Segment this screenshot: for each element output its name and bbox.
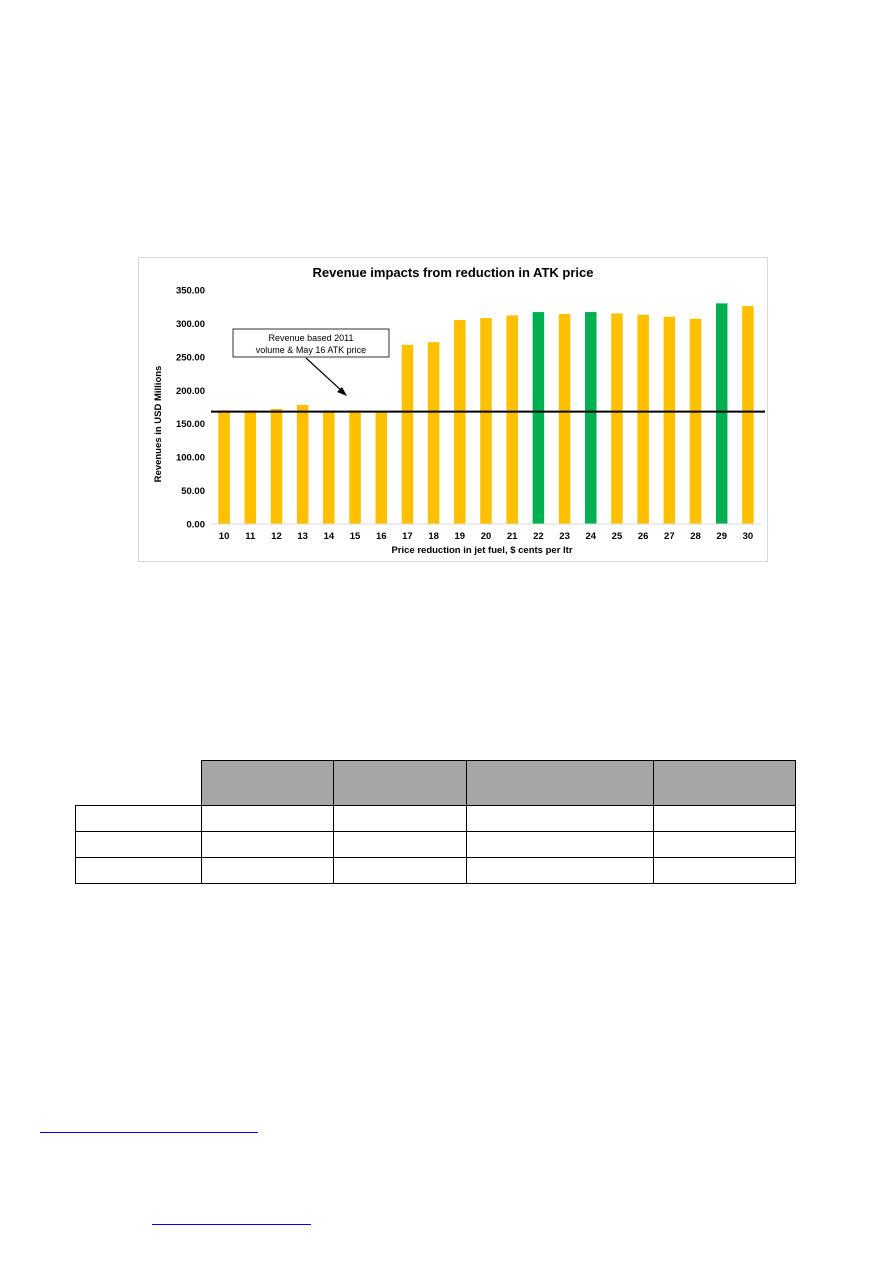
annotation-line-1: Revenue based 2011 (269, 333, 354, 343)
y-tick-label: 350.00 (176, 286, 205, 297)
bar-25 (611, 313, 623, 524)
x-tick-label: 20 (481, 531, 492, 542)
x-tick-label: 12 (271, 531, 282, 542)
table-cell (332, 857, 467, 884)
table-header-cell (465, 760, 654, 806)
table-cell (332, 805, 467, 832)
bar-19 (454, 320, 466, 524)
table-cell (652, 857, 796, 884)
revenue-chart: Revenue impacts from reduction in ATK pr… (138, 257, 768, 562)
y-tick-label: 200.00 (176, 386, 205, 397)
y-tick-label: 50.00 (181, 486, 205, 497)
table-header-cell (332, 760, 467, 806)
x-axis-title: Price reduction in jet fuel, $ cents per… (391, 545, 572, 556)
x-tick-label: 16 (376, 531, 387, 542)
table-cell (200, 857, 334, 884)
data-table (75, 760, 796, 884)
bar-10 (218, 410, 230, 524)
x-tick-label: 29 (716, 531, 727, 542)
bar-13 (296, 404, 309, 524)
bar-20 (480, 318, 492, 524)
bar-24 (585, 312, 597, 524)
bar-26 (637, 314, 649, 524)
bar-18 (427, 342, 440, 524)
table-cell (332, 831, 467, 858)
table-row (75, 805, 796, 832)
table-row (75, 857, 796, 884)
bar-14 (323, 410, 335, 524)
table-cell (652, 831, 796, 858)
x-tick-label: 13 (297, 531, 308, 542)
footnote-link-2[interactable] (152, 1224, 311, 1225)
y-tick-label: 100.00 (176, 453, 205, 464)
table-corner-cell (75, 760, 202, 806)
bar-23 (558, 314, 571, 524)
annotation-arrowhead (337, 387, 347, 396)
bar-30 (742, 306, 754, 524)
x-tick-label: 28 (690, 531, 701, 542)
chart-canvas: Revenue impacts from reduction in ATK pr… (153, 265, 765, 556)
table-row (75, 831, 796, 858)
bar-16 (375, 412, 387, 524)
table-cell (75, 805, 202, 832)
bar-22 (532, 312, 545, 524)
bars (218, 303, 754, 524)
bar-27 (663, 316, 676, 524)
x-tick-label: 19 (455, 531, 466, 542)
table-cell (75, 857, 202, 884)
table-cell (652, 805, 796, 832)
bar-21 (506, 315, 518, 524)
table-cell (200, 805, 334, 832)
x-tick-label: 21 (507, 531, 518, 542)
x-tick-label: 11 (245, 531, 256, 542)
bar-29 (715, 303, 728, 524)
x-tick-label: 27 (664, 531, 675, 542)
y-tick-label: 150.00 (176, 419, 205, 430)
table-cell (200, 831, 334, 858)
x-tick-label: 24 (585, 531, 596, 542)
table-header-cell (652, 760, 796, 806)
table-cell (465, 857, 654, 884)
x-tick-label: 26 (638, 531, 649, 542)
x-tick-label: 25 (612, 531, 623, 542)
x-tick-label: 17 (402, 531, 413, 542)
footnote-link-1[interactable] (40, 1132, 258, 1133)
y-tick-label: 250.00 (176, 352, 205, 363)
annotation-box (232, 328, 390, 358)
y-axis: 0.00 50.00 100.00 150.00 200.00 250.00 300.00 3… (176, 286, 205, 531)
y-tick-label: 300.00 (176, 319, 205, 330)
x-tick-label: 22 (533, 531, 544, 542)
bar-15 (349, 410, 361, 524)
y-tick-label: 0.00 (187, 520, 206, 531)
table-header-row (75, 760, 796, 806)
bar-11 (244, 410, 257, 524)
annotation-arrow (305, 357, 344, 393)
bar-12 (270, 409, 283, 524)
y-axis-title: Revenues in USD Millions (153, 366, 164, 483)
table-cell (465, 831, 654, 858)
x-tick-label: 23 (559, 531, 570, 542)
bar-28 (689, 318, 702, 524)
x-tick-label: 14 (324, 531, 335, 542)
bar-17 (401, 344, 414, 524)
x-tick-label: 30 (743, 531, 754, 542)
table-cell (465, 805, 654, 832)
x-axis: 10 11 12 13 14 15 16 17 18 19 20 21 22 23 24 25 26 27 28 29… (211, 523, 761, 542)
chart-title: Revenue impacts from reduction in ATK pr… (313, 265, 594, 280)
x-tick-label: 10 (219, 531, 230, 542)
x-tick-label: 15 (350, 531, 361, 542)
table-cell (75, 831, 202, 858)
reference-annotation: Revenue based 2011 volume & May 16 ATK p… (232, 328, 390, 396)
table-header-cell (200, 760, 334, 806)
annotation-line-2: volume & May 16 ATK price (256, 345, 366, 355)
x-tick-label: 18 (428, 531, 439, 542)
